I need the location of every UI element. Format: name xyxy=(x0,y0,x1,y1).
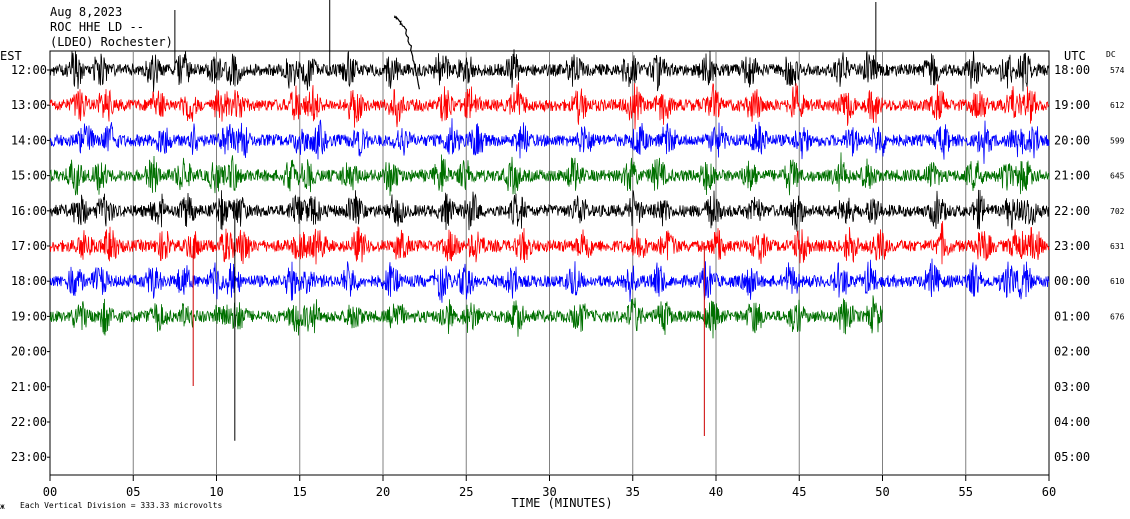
right-timezone-label: UTC xyxy=(1064,49,1086,63)
x-tick-label: 20 xyxy=(376,485,390,499)
x-tick-label: 10 xyxy=(209,485,223,499)
x-tick-label: 40 xyxy=(709,485,723,499)
local-time-label: 13:00 xyxy=(11,98,47,112)
header-date: Aug 8,2023 xyxy=(50,5,122,19)
local-time-labels: 12:00 13:00 14:00 15:00 16:00 17:00 18:00 19:00… xyxy=(11,63,50,464)
vertical-gridlines xyxy=(132,51,967,475)
vertical-division-note: Each Vertical Division = 333.33 microvol… xyxy=(20,501,222,510)
x-axis-label: TIME (MINUTES) xyxy=(511,496,612,510)
utc-time-label: 05:00 xyxy=(1054,450,1090,464)
x-tick-label: 55 xyxy=(959,485,973,499)
utc-time-label: 04:00 xyxy=(1054,415,1090,429)
utc-time-label: 21:00 xyxy=(1054,169,1090,183)
local-time-label: 21:00 xyxy=(11,380,47,394)
dc-offset-value: 612 xyxy=(1110,101,1125,110)
x-tick-label: 00 xyxy=(43,485,57,499)
utc-time-label: 20:00 xyxy=(1054,133,1090,147)
local-time-label: 17:00 xyxy=(11,239,47,253)
scale-icon: ж xyxy=(0,502,5,511)
utc-time-labels: 18:00 19:00 20:00 21:00 22:00 23:00 00:00 01:00… xyxy=(1054,63,1090,464)
trace-spikes xyxy=(174,0,877,441)
local-time-label: 16:00 xyxy=(11,204,47,218)
dc-offset-value: 676 xyxy=(1110,312,1125,321)
left-timezone-label: EST xyxy=(0,49,22,63)
local-time-label: 22:00 xyxy=(11,415,47,429)
utc-time-label: 00:00 xyxy=(1054,274,1090,288)
header-station: ROC HHE LD -- xyxy=(50,20,144,34)
dc-offset-value: 599 xyxy=(1110,136,1125,145)
dc-offset-value: 702 xyxy=(1110,207,1125,216)
x-tick-label: 25 xyxy=(459,485,473,499)
utc-time-label: 19:00 xyxy=(1054,98,1090,112)
seismic-traces xyxy=(49,49,1050,339)
local-time-label: 19:00 xyxy=(11,309,47,323)
x-tick-label: 35 xyxy=(626,485,640,499)
x-tick-label: 60 xyxy=(1042,485,1056,499)
x-tick-label: 30 xyxy=(542,485,556,499)
trace-row-1200 xyxy=(49,49,1050,93)
trace-row-1900 xyxy=(49,295,883,339)
trace-row-1300 xyxy=(49,82,1050,130)
local-time-label: 14:00 xyxy=(11,133,47,147)
trace-row-1600 xyxy=(49,189,1050,232)
utc-time-label: 23:00 xyxy=(1054,239,1090,253)
x-tick-label: 15 xyxy=(293,485,307,499)
trace-row-1800 xyxy=(49,258,1050,303)
local-time-label: 23:00 xyxy=(11,450,47,464)
trace-row-1500 xyxy=(49,152,1050,196)
dc-offset-value: 645 xyxy=(1110,172,1125,181)
dc-offset-value: 631 xyxy=(1110,242,1125,251)
trace-row-1700 xyxy=(49,221,1050,265)
x-tick-label: 50 xyxy=(875,485,889,499)
dc-header-label: DC xyxy=(1106,50,1116,59)
x-axis-ticks: 00 05 10 15 20 25 30 35 40 45 50 55 60 xyxy=(43,475,1056,499)
dc-offset-value: 610 xyxy=(1110,277,1125,286)
utc-time-label: 01:00 xyxy=(1054,309,1090,323)
local-time-label: 18:00 xyxy=(11,274,47,288)
dc-offset-value: 574 xyxy=(1110,66,1125,75)
utc-time-label: 22:00 xyxy=(1054,204,1090,218)
dc-offset-labels: 574 612 599 645 702 631 610 676 xyxy=(1110,66,1125,321)
x-tick-label: 05 xyxy=(126,485,140,499)
trace-excursion xyxy=(394,15,420,90)
trace-row-1400 xyxy=(49,118,1050,164)
utc-time-label: 02:00 xyxy=(1054,345,1090,359)
utc-time-label: 18:00 xyxy=(1054,63,1090,77)
header-network: (LDEO) Rochester) xyxy=(50,35,173,49)
local-time-label: 12:00 xyxy=(11,63,47,77)
x-tick-label: 45 xyxy=(792,485,806,499)
utc-time-label: 03:00 xyxy=(1054,380,1090,394)
local-time-label: 15:00 xyxy=(11,169,47,183)
local-time-label: 20:00 xyxy=(11,345,47,359)
